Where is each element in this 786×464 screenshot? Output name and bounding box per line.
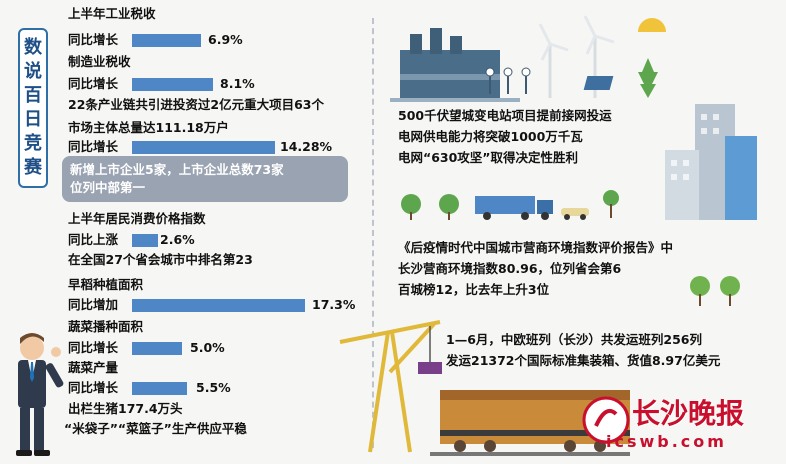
logo-name: 长沙晚报 (632, 397, 745, 430)
cpi-label: 上半年居民消费价格指数 (68, 211, 206, 226)
listed-companies-callout: 新增上市企业5家，上市企业总数73家 位列中部第一 (62, 156, 348, 202)
power-station-illustration (390, 15, 666, 102)
business-env-line1: 《后疫情时代中国城市营商环境指数评价报告》中 (398, 240, 674, 255)
industry-chain-text: 22条产业链共引进投资过2亿元重大项目63个 (68, 97, 324, 112)
cpi-growth-label: 同比上涨 (68, 232, 119, 247)
vegetable-output-label: 蔬菜产量 (68, 360, 119, 375)
logo-mark (582, 396, 630, 444)
vegetable-area-label: 蔬菜播种面积 (68, 319, 144, 334)
trees-illustration (690, 276, 740, 306)
businessman-illustration (16, 333, 64, 456)
power-line2: 电网供电能力将突破1000万千瓦 (398, 129, 583, 144)
vegetable-area-bar (132, 342, 182, 355)
column-divider (372, 18, 374, 448)
rice-area-bar (132, 299, 305, 312)
vertical-title-text: 数说百日竞赛 (24, 37, 42, 178)
industrial-tax-bar (132, 34, 201, 47)
business-env-line2: 长沙营商环境指数80.96，位列省会第6 (398, 261, 622, 276)
manufacturing-tax-growth-label: 同比增长 (68, 76, 119, 91)
rice-area-label: 早稻种植面积 (68, 277, 144, 292)
market-entities-growth-label: 同比增长 (68, 139, 119, 154)
city-truck-illustration (401, 104, 757, 220)
market-entities-value: 14.28% (280, 139, 333, 154)
listed-companies-line2: 位列中部第一 (70, 180, 146, 195)
manufacturing-tax-value: 8.1% (220, 76, 255, 91)
industrial-tax-label: 上半年工业税收 (68, 6, 156, 21)
manufacturing-tax-label: 制造业税收 (68, 54, 131, 69)
vertical-title: 数说百日竞赛 (18, 28, 48, 188)
cpi-value: 2.6% (160, 232, 195, 247)
power-line1: 500千伏望城变电站项目提前接网投运 (398, 108, 612, 123)
cpi-bar (132, 234, 158, 247)
vegetable-output-growth-label: 同比增长 (68, 380, 119, 395)
rail-line2: 发运21372个国际标准集装箱、货值8.97亿美元 (446, 353, 721, 368)
industrial-tax-growth-label: 同比增长 (68, 32, 119, 47)
industrial-tax-value: 6.9% (208, 32, 243, 47)
power-line3: 电网“630攻坚”取得决定性胜利 (398, 150, 579, 165)
business-env-line3: 百城榜12，比去年上升3位 (398, 282, 550, 297)
market-entities-bar (132, 141, 275, 154)
rice-area-value: 17.3% (312, 297, 356, 312)
listed-companies-line1: 新增上市企业5家，上市企业总数73家 (70, 162, 284, 177)
cpi-rank: 在全国27个省会城市中排名第23 (68, 252, 253, 267)
pigs-text: 出栏生猪177.4万头 (68, 401, 183, 416)
rail-line1: 1—6月，中欧班列（长沙）共发运班列256列 (446, 332, 702, 347)
vegetable-area-growth-label: 同比增长 (68, 340, 119, 355)
supply-text: “米袋子”“菜篮子”生产供应平稳 (64, 421, 247, 436)
logo-url: icswb.com (606, 432, 727, 451)
market-entities-label: 市场主体总量达111.18万户 (68, 120, 229, 135)
vegetable-area-value: 5.0% (190, 340, 225, 355)
vegetable-output-bar (132, 382, 187, 395)
manufacturing-tax-bar (132, 78, 213, 91)
vegetable-output-value: 5.5% (196, 380, 231, 395)
rice-area-growth-label: 同比增加 (68, 297, 119, 312)
